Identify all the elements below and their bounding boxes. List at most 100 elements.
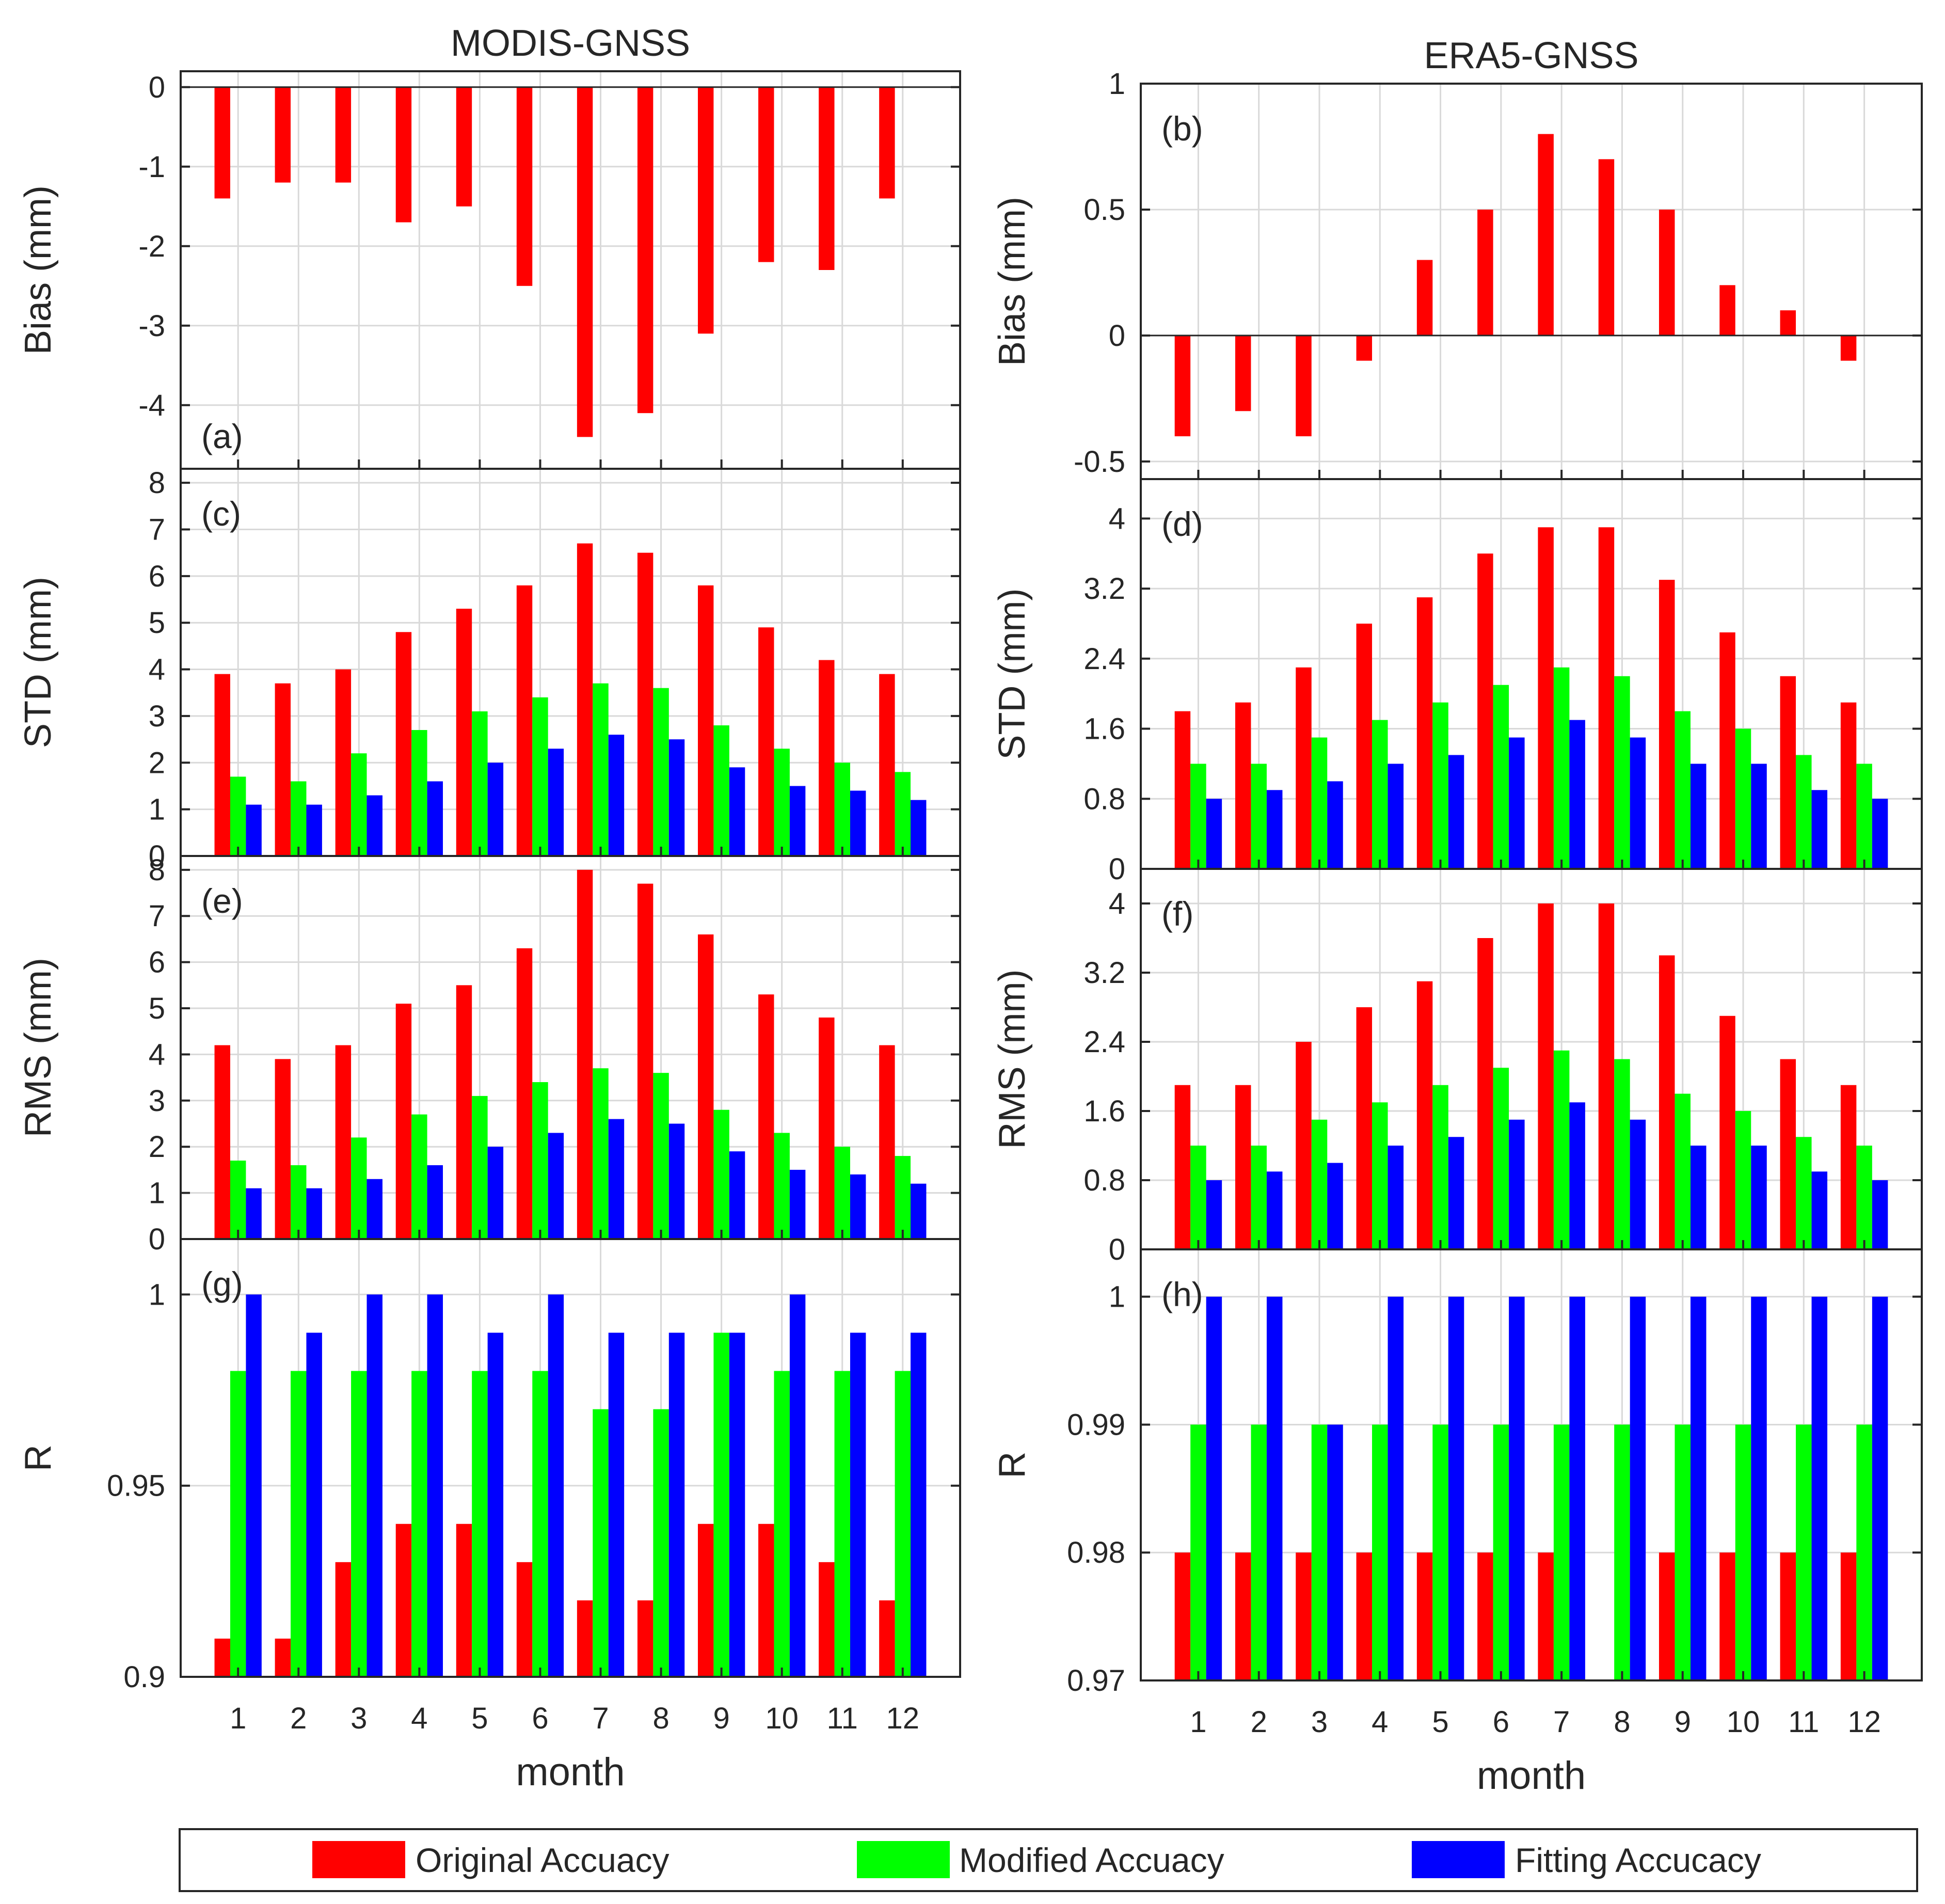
- panel-label: (d): [1161, 505, 1203, 543]
- bar-a-original-11: [819, 87, 835, 271]
- x-tick-label: 9: [713, 1702, 730, 1735]
- bar-c-original-7: [577, 543, 593, 856]
- bar-f-modified-11: [1796, 1137, 1812, 1249]
- x-tick-label: 12: [886, 1702, 920, 1735]
- y-tick-label: 1.6: [1083, 1094, 1125, 1128]
- bar-d-original-10: [1719, 632, 1735, 869]
- bar-a-original-12: [879, 87, 895, 199]
- bar-g-original-1: [214, 1638, 230, 1677]
- bar-e-fitting-11: [850, 1174, 866, 1239]
- panel-c: 0 1 2 3 4 5 6 7 8 STD (mm) (c): [18, 466, 961, 873]
- bar-b-original-8: [1598, 159, 1615, 336]
- bar-c-fitting-8: [668, 739, 685, 856]
- y-tick-label: 2: [149, 1130, 165, 1164]
- bar-f-fitting-1: [1206, 1180, 1222, 1249]
- panel-f: 0 0.8 1.6 2.4 3.2 4 RMS (mm) (f): [992, 868, 1923, 1266]
- bar-e-fitting-2: [306, 1188, 322, 1239]
- bar-d-modified-5: [1432, 702, 1448, 869]
- bar-d-original-1: [1174, 711, 1191, 869]
- bar-g-fitting-4: [427, 1294, 443, 1677]
- x-tick-label: 8: [1614, 1705, 1630, 1739]
- bar-h-fitting-10: [1751, 1296, 1767, 1680]
- bar-c-modified-10: [774, 749, 790, 856]
- bar-b-original-2: [1235, 335, 1251, 411]
- bar-e-modified-6: [532, 1082, 548, 1239]
- panel-e: 0 1 2 3 4 5 6 7 8 RMS (mm) (e): [18, 853, 961, 1256]
- bar-e-fitting-8: [668, 1123, 685, 1239]
- y-tick-label: 4: [149, 653, 165, 687]
- bar-f-fitting-4: [1388, 1146, 1404, 1249]
- bar-c-modified-5: [472, 711, 488, 856]
- bar-h-modified-3: [1311, 1424, 1328, 1680]
- bar-d-original-5: [1416, 597, 1433, 869]
- bar-d-modified-11: [1796, 755, 1812, 869]
- y-tick-label: 4: [149, 1038, 165, 1071]
- y-tick-label: 3.2: [1083, 956, 1125, 990]
- bar-e-original-3: [335, 1045, 352, 1239]
- y-tick-label: 0: [149, 1223, 165, 1256]
- axes-frame: [180, 70, 961, 470]
- bar-c-original-9: [697, 585, 714, 856]
- bar-e-fitting-3: [366, 1179, 382, 1239]
- bar-h-fitting-7: [1569, 1296, 1585, 1680]
- bar-h-modified-11: [1796, 1424, 1812, 1680]
- bar-g-modified-11: [834, 1371, 850, 1677]
- bar-a-original-4: [395, 87, 412, 223]
- x-axis-label: month: [1477, 1754, 1586, 1798]
- y-tick-label: 0: [1109, 852, 1125, 886]
- bar-g-original-4: [395, 1524, 412, 1677]
- panel-label: (e): [201, 882, 243, 920]
- bar-c-modified-8: [653, 688, 669, 856]
- bar-h-fitting-2: [1266, 1296, 1283, 1680]
- bar-e-original-12: [879, 1045, 895, 1239]
- bar-d-fitting-3: [1327, 781, 1343, 869]
- bar-h-original-5: [1416, 1552, 1433, 1680]
- bar-g-fitting-10: [789, 1294, 806, 1677]
- legend-label-fitting: Fitting Accucacy: [1515, 1841, 1761, 1879]
- legend-swatch-fitting: [1412, 1841, 1505, 1878]
- x-tick-label: 6: [1493, 1705, 1509, 1739]
- bar-a-original-7: [577, 87, 593, 437]
- bar-e-fitting-10: [789, 1169, 806, 1239]
- bar-h-fitting-4: [1388, 1296, 1404, 1680]
- bar-e-original-8: [637, 883, 653, 1239]
- bar-g-fitting-5: [487, 1332, 504, 1677]
- bar-e-fitting-9: [729, 1151, 745, 1239]
- bar-f-fitting-6: [1509, 1119, 1525, 1249]
- y-axis-label: RMS (mm): [18, 958, 59, 1137]
- x-tick-label: 7: [592, 1702, 609, 1735]
- y-tick-label: 1: [149, 1278, 165, 1311]
- bar-d-original-7: [1538, 527, 1554, 869]
- bar-g-fitting-3: [366, 1294, 382, 1677]
- bar-d-original-3: [1296, 667, 1312, 869]
- bar-g-modified-3: [351, 1371, 367, 1677]
- bar-e-modified-10: [774, 1133, 790, 1239]
- axes-frame: [1140, 1248, 1923, 1681]
- panel-label: (f): [1161, 895, 1193, 933]
- bar-h-modified-10: [1735, 1424, 1751, 1680]
- y-tick-label: 7: [149, 899, 165, 933]
- legend-swatch-modified: [857, 1841, 950, 1878]
- bar-d-fitting-10: [1751, 764, 1767, 869]
- bar-d-modified-4: [1372, 720, 1388, 869]
- bar-c-fitting-6: [548, 749, 564, 856]
- legend-label-original: Original Accuacy: [416, 1841, 669, 1879]
- panel-b: 1 0.5 0 -0.5 Bias (mm) (b) ERA5-GNSS: [992, 35, 1923, 480]
- bar-f-modified-6: [1493, 1068, 1509, 1249]
- bar-e-fitting-4: [427, 1165, 443, 1239]
- bar-f-modified-8: [1614, 1059, 1630, 1249]
- y-tick-label: 0: [149, 71, 165, 104]
- y-axis-label: Bias (mm): [18, 185, 59, 355]
- bar-d-fitting-7: [1569, 720, 1585, 869]
- bar-c-modified-6: [532, 697, 548, 856]
- bar-h-fitting-12: [1872, 1296, 1888, 1680]
- column-title: ERA5-GNSS: [1424, 35, 1638, 76]
- bar-h-original-12: [1840, 1552, 1857, 1680]
- bar-g-fitting-7: [608, 1332, 625, 1677]
- bar-e-modified-1: [230, 1161, 246, 1239]
- y-tick-label: 1: [149, 1177, 165, 1210]
- bar-c-original-1: [214, 674, 230, 856]
- bar-g-fitting-8: [668, 1332, 685, 1677]
- x-tick-label: 2: [290, 1702, 307, 1735]
